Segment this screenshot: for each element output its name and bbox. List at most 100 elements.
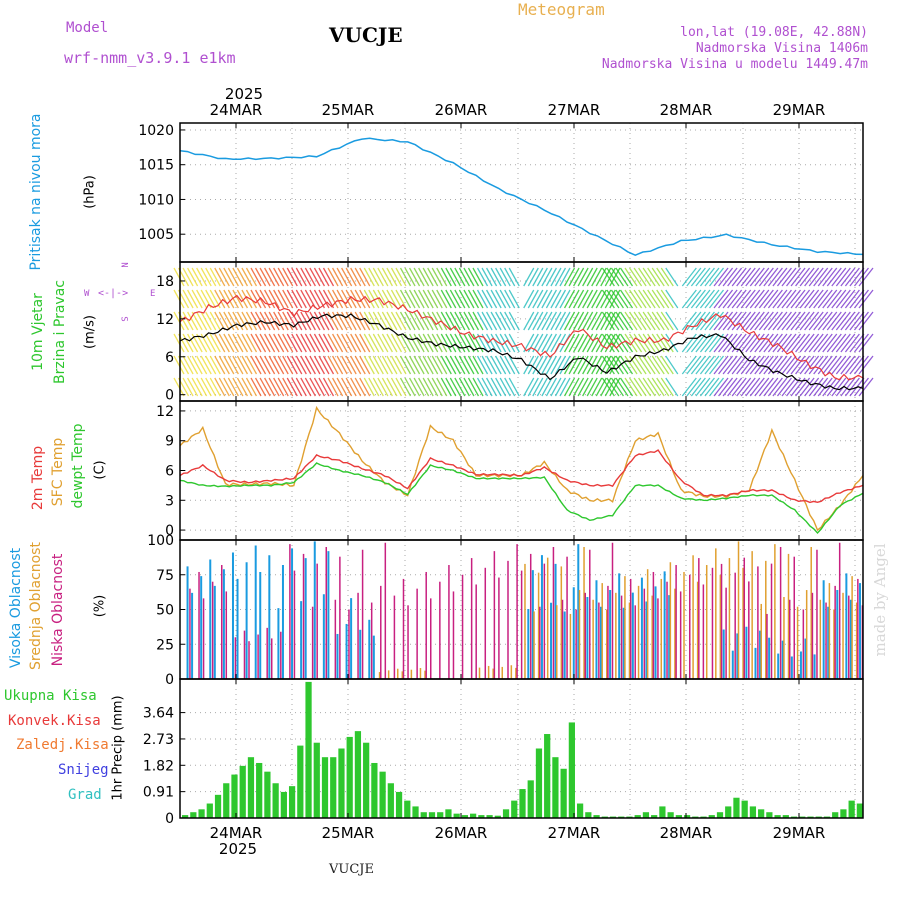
wind-barb <box>642 267 656 287</box>
wind-barb <box>591 311 603 331</box>
wind-barb <box>541 311 553 331</box>
legend-hail: Grad <box>68 787 102 803</box>
wind-barb <box>467 311 480 331</box>
wind-barb <box>840 333 856 353</box>
wind-barb <box>722 267 738 287</box>
wind-speed-line <box>179 313 864 391</box>
top-day-label: 29MAR <box>773 101 826 119</box>
wind-barb <box>536 355 548 375</box>
wind-barb <box>554 377 567 397</box>
wind-barb <box>309 377 321 397</box>
wind-barb <box>458 267 470 287</box>
precip-bar <box>321 757 329 818</box>
wind-barb <box>431 267 443 287</box>
precip-bar <box>198 809 205 818</box>
wind-barb <box>313 267 326 287</box>
wind-barb <box>656 289 670 309</box>
wind-barb <box>413 333 425 353</box>
precip-bar <box>437 812 444 818</box>
wind-barb <box>582 289 594 309</box>
y-tick-label: 9 <box>165 434 174 450</box>
wind-barb <box>418 355 430 375</box>
wind-barb <box>660 311 674 331</box>
wind-barb <box>844 311 860 331</box>
wind-barb <box>822 267 838 287</box>
wind-barb <box>418 289 430 309</box>
wind-barb <box>268 311 280 331</box>
wind-barb <box>187 289 199 309</box>
wind-barb <box>651 377 665 397</box>
wind-barb <box>615 289 629 309</box>
wind-barb <box>241 289 253 309</box>
wind-barb <box>686 289 702 309</box>
wind-barb <box>359 311 371 331</box>
wind-barb <box>463 311 475 331</box>
wind-barb <box>209 267 221 287</box>
wind-barb <box>817 355 833 375</box>
wind-barb <box>372 355 384 375</box>
compass-cross: <-|-> <box>98 288 129 299</box>
wind-barb <box>254 377 267 397</box>
wind-barb <box>563 377 576 397</box>
precip-bar <box>190 812 197 818</box>
wind-barb <box>341 377 353 397</box>
wind-barb <box>354 377 366 397</box>
wind-barb <box>804 333 820 353</box>
wind-barb <box>642 311 656 331</box>
wind-barb <box>427 289 439 309</box>
wind-barb <box>227 333 239 353</box>
wind-barb <box>291 377 303 397</box>
wind-barb <box>223 333 235 353</box>
wind-barb <box>527 311 539 331</box>
precip-bar <box>305 681 312 818</box>
wind-barb <box>241 267 253 287</box>
wind-barb <box>695 289 711 309</box>
wind-barb <box>545 267 557 287</box>
wind-barb <box>606 333 620 353</box>
wind-barb <box>399 267 412 287</box>
wind-barb <box>273 289 285 309</box>
precip-bar <box>264 771 271 818</box>
wind-barb <box>606 355 620 375</box>
wind-barb <box>633 311 647 331</box>
wind-barb <box>508 267 520 287</box>
wind-barb <box>690 333 706 353</box>
wind-barb <box>633 377 647 397</box>
wind-barb <box>368 377 380 397</box>
wind-barb <box>508 333 520 353</box>
precip-bar <box>272 783 279 818</box>
y-tick-label: 50 <box>156 603 174 619</box>
wind-barb <box>377 289 389 309</box>
wind-barb <box>606 311 620 331</box>
wind-barb <box>699 267 715 287</box>
wind-barb <box>754 333 770 353</box>
wind-barb <box>331 267 344 287</box>
wind-barb <box>647 377 661 397</box>
y-tick-label: 3 <box>165 493 174 509</box>
wind-barb <box>390 289 403 309</box>
precip-bar <box>552 757 559 818</box>
wind-barb <box>731 355 747 375</box>
wind-barb <box>713 289 729 309</box>
wind-barb <box>550 267 562 287</box>
wind-barb <box>695 311 711 331</box>
wind-barb <box>304 333 316 353</box>
wind-barb <box>282 333 294 353</box>
wind-barb <box>573 355 585 375</box>
wind-barb <box>214 377 226 397</box>
wind-barb <box>368 311 380 331</box>
wind-barb <box>422 333 434 353</box>
wind-barb <box>656 311 670 331</box>
wind-barb <box>704 267 720 287</box>
wind-barb <box>795 267 811 287</box>
wind-barb <box>745 377 761 397</box>
wind-barb <box>647 311 661 331</box>
wind-barb <box>350 333 362 353</box>
wind-barb <box>187 333 199 353</box>
wind-barb <box>731 267 747 287</box>
wind-barb <box>758 289 774 309</box>
wind-barb <box>772 311 788 331</box>
wind-barb <box>372 333 384 353</box>
wind-barb <box>214 355 226 375</box>
wind-barb <box>196 267 208 287</box>
